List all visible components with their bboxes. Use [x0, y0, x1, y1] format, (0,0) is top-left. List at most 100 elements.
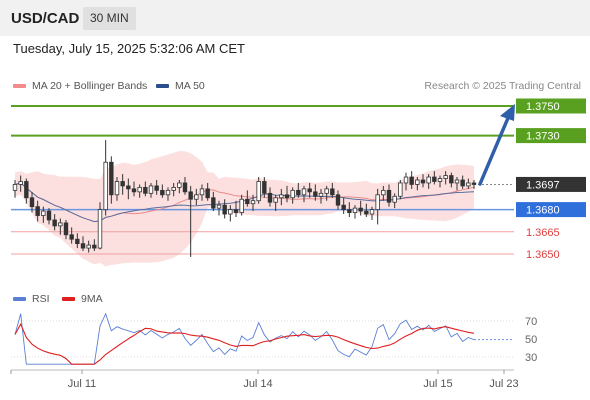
candle-body [177, 182, 182, 188]
rsi-level-label-50: 50 [525, 334, 537, 346]
candle-body [398, 182, 403, 197]
candle-body [199, 188, 205, 196]
candle-body [324, 188, 329, 194]
price-label-1-3750: 1.3750 [526, 101, 560, 113]
chart-header: USD/CAD 30 MIN [0, 0, 590, 36]
candle-body [165, 189, 171, 196]
chart-credit: Research © 2025 Trading Central [424, 80, 581, 92]
candle-body [92, 244, 97, 249]
candle-body [29, 197, 35, 208]
candle-body [313, 191, 318, 197]
candle-body [318, 192, 324, 197]
candle-body [273, 197, 278, 203]
candle-body [80, 243, 86, 249]
candle-body [449, 175, 454, 184]
price-tag-bg [516, 176, 586, 192]
candle-body [409, 176, 414, 185]
rsi-swatch-icon [13, 297, 26, 302]
bollinger-band [15, 151, 474, 267]
x-label-Jul-11: Jul 11 [68, 378, 97, 390]
candle-body [330, 188, 335, 196]
price-label-1-3650: 1.3650 [526, 249, 560, 261]
timeframe-button[interactable]: 30 MIN [83, 7, 136, 30]
candle-body [46, 210, 52, 221]
candle-body [341, 204, 346, 211]
candle-body [420, 179, 426, 184]
candle-body [426, 176, 431, 184]
candle-body [52, 219, 57, 227]
candle-body [454, 179, 460, 184]
candle-body [126, 185, 131, 190]
legend-rsi: RSI [13, 293, 50, 305]
candle-body [256, 181, 261, 202]
candle-body [375, 194, 380, 211]
candle-body [347, 209, 352, 213]
candle-body [290, 189, 295, 199]
rsi-level-label-30: 30 [525, 352, 537, 364]
candle-body [120, 181, 125, 187]
candle-body [386, 189, 392, 203]
candle-body [471, 182, 477, 185]
legend-ma20-label: MA 20 + Bollinger Bands [32, 80, 148, 92]
candle-body [58, 222, 63, 227]
candle-body [86, 244, 91, 249]
candle-body [262, 181, 267, 194]
candle-body [97, 209, 103, 249]
candle-body [148, 185, 154, 194]
legend-rsi-label: RSI [32, 293, 50, 305]
price-tag-bg [516, 202, 586, 218]
x-label-Jul-14: Jul 14 [243, 378, 272, 390]
candle-body [154, 185, 159, 191]
candle-body [358, 207, 363, 212]
candle-body [205, 188, 210, 199]
rsi-level-label-70: 70 [525, 316, 537, 328]
candle-body [114, 181, 120, 196]
price-tag-bg [516, 128, 586, 144]
candle-body [69, 234, 74, 240]
x-label-Jul-23: Jul 23 [489, 378, 518, 390]
legend-9ma-label: 9MA [81, 293, 103, 305]
rsi-9ma-line [14, 322, 475, 365]
candle-body [131, 188, 137, 193]
candle-body [245, 198, 250, 205]
candle-body [335, 194, 341, 206]
candle-body [432, 176, 437, 182]
candle-body [352, 207, 358, 213]
candle-body [160, 189, 165, 196]
candle-body [12, 184, 18, 191]
candle-body [233, 209, 239, 213]
candle-body [301, 188, 307, 196]
candle-body [75, 238, 80, 245]
ma50-swatch-icon [156, 84, 169, 89]
candle-body [239, 198, 244, 213]
candles-group [12, 140, 477, 257]
candle-body [182, 182, 188, 193]
candle-body [279, 194, 284, 199]
candle-body [171, 186, 176, 191]
candle-body [460, 179, 465, 187]
candle-body [188, 191, 193, 200]
candle-body [222, 204, 227, 215]
candle-body [381, 189, 386, 196]
price-label-1-3697: 1.3697 [526, 179, 560, 191]
legend-9ma: 9MA [62, 293, 103, 305]
forecast-arrow-head-icon [500, 104, 515, 121]
candle-body [143, 186, 148, 194]
candle-body [103, 161, 108, 211]
candle-body [403, 176, 409, 184]
candle-body [18, 181, 23, 185]
price-label-1-3730: 1.3730 [526, 131, 560, 143]
candle-body [228, 209, 233, 215]
price-label-1-3680: 1.3680 [526, 205, 560, 217]
candle-body [250, 200, 256, 205]
candle-body [364, 210, 369, 215]
price-label-1-3665: 1.3665 [526, 227, 560, 239]
candle-body [369, 209, 375, 215]
chart-datetime: Tuesday, July 15, 2025 5:32:06 AM CET [13, 41, 245, 56]
candle-body [216, 204, 222, 209]
legend-ma20: MA 20 + Bollinger Bands [13, 80, 147, 92]
x-label-Jul-15: Jul 15 [423, 378, 452, 390]
candle-body [267, 192, 273, 203]
legend-ma50-label: MA 50 [175, 80, 205, 92]
